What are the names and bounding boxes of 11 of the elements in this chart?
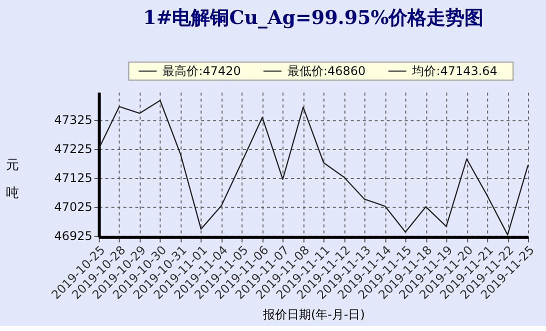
y-tick-label: 47125 (54, 171, 92, 186)
y-tick-label: 47325 (54, 113, 92, 128)
y-axis-title: 元吨 (6, 158, 19, 201)
y-tick-label: 47225 (54, 142, 92, 156)
y-tick-label: 47025 (54, 200, 92, 214)
chart-title: 1#电解铜Cu_Ag=99.95%价格走势图 (143, 6, 484, 29)
text: 最高价:47420 (162, 64, 241, 78)
y-tick-label: 46925 (54, 228, 92, 243)
text: 均价:47143.64 (411, 64, 498, 78)
x-axis-title: 报价日期(年-月-日) (262, 307, 365, 322)
text: 最低价:46860 (287, 64, 366, 78)
